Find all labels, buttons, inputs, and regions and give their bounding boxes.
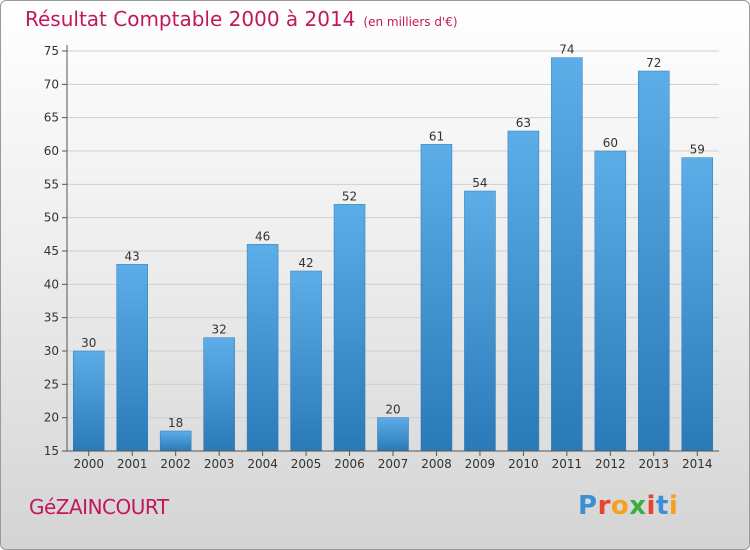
logo-letter: t bbox=[655, 491, 669, 521]
x-tick-label: 2007 bbox=[378, 457, 409, 471]
commune-name: GéZAINCOURT bbox=[29, 495, 169, 519]
x-tick-label: 2011 bbox=[552, 457, 583, 471]
x-tick-label: 2009 bbox=[465, 457, 496, 471]
bar-value-label: 18 bbox=[168, 416, 183, 430]
axes: 15 20 25 30 35 40 45 50 55 60 65 70 75 2000 2001 2002 20… bbox=[44, 44, 719, 471]
bar bbox=[159, 430, 192, 452]
logo-letter: o bbox=[610, 491, 630, 521]
bar bbox=[246, 244, 279, 452]
bar bbox=[420, 144, 453, 452]
bar bbox=[638, 70, 670, 452]
y-tick-label: 25 bbox=[44, 377, 59, 391]
x-tick-label: 2005 bbox=[291, 457, 322, 471]
bar bbox=[203, 337, 235, 452]
bar-value-label: 61 bbox=[429, 129, 444, 143]
bar-value-label: 74 bbox=[559, 43, 574, 57]
logo-letter: i bbox=[668, 491, 679, 521]
bar-value-label: 43 bbox=[125, 249, 140, 263]
y-tick-label: 15 bbox=[44, 444, 59, 458]
logo-letter: r bbox=[597, 491, 611, 521]
x-tick-label: 2006 bbox=[334, 457, 365, 471]
bar-value-label: 32 bbox=[211, 323, 226, 337]
bar bbox=[507, 130, 540, 452]
logo-letter: x bbox=[629, 491, 647, 521]
bar bbox=[464, 190, 496, 452]
bar-value-label: 54 bbox=[472, 176, 487, 190]
chart-title-unit: (en milliers d'€) bbox=[363, 15, 458, 29]
x-tick-label: 2014 bbox=[682, 457, 713, 471]
y-tick-label: 60 bbox=[44, 144, 59, 158]
y-tick-label: 30 bbox=[44, 344, 59, 358]
bar-value-label: 42 bbox=[298, 256, 313, 270]
y-tick-label: 35 bbox=[44, 311, 59, 325]
bar-value-label: 72 bbox=[646, 56, 661, 70]
bar bbox=[594, 150, 627, 452]
bar-value-label: 60 bbox=[603, 136, 618, 150]
bar bbox=[116, 264, 148, 452]
bar bbox=[681, 157, 714, 452]
bar bbox=[377, 417, 409, 452]
bar bbox=[72, 350, 105, 452]
x-tick-label: 2003 bbox=[204, 457, 235, 471]
bars: 30 43 18 32 46 42 52 20 61 54 63 74 60 72 59 bbox=[72, 43, 714, 452]
y-tick-label: 55 bbox=[44, 177, 59, 191]
logo-letter: i bbox=[646, 491, 656, 521]
chart-title-main: Résultat Comptable 2000 à 2014 bbox=[25, 7, 356, 31]
bar-value-label: 46 bbox=[255, 229, 270, 243]
y-tick-label: 75 bbox=[44, 44, 59, 58]
y-tick-label: 70 bbox=[44, 77, 59, 91]
bar bbox=[551, 57, 583, 452]
proxiti-logo[interactable]: Proxiti bbox=[578, 491, 678, 521]
bar-value-label: 59 bbox=[690, 143, 705, 157]
y-tick-label: 65 bbox=[44, 111, 59, 125]
x-tick-label: 2013 bbox=[639, 457, 670, 471]
x-tick-label: 2012 bbox=[595, 457, 626, 471]
chart-title: Résultat Comptable 2000 à 2014 (en millie… bbox=[25, 7, 458, 31]
bar bbox=[333, 204, 366, 452]
x-tick-label: 2002 bbox=[160, 457, 191, 471]
x-tick-label: 2004 bbox=[247, 457, 278, 471]
x-tick-label: 2008 bbox=[421, 457, 452, 471]
y-tick-label: 20 bbox=[44, 411, 59, 425]
y-tick-label: 45 bbox=[44, 244, 59, 258]
bar-value-label: 63 bbox=[516, 116, 531, 130]
bar-value-label: 52 bbox=[342, 189, 357, 203]
bar-value-label: 30 bbox=[81, 336, 96, 350]
y-tick-label: 40 bbox=[44, 277, 59, 291]
x-tick-label: 2000 bbox=[73, 457, 104, 471]
y-tick-label: 50 bbox=[44, 211, 59, 225]
x-tick-label: 2010 bbox=[508, 457, 539, 471]
logo-letter: P bbox=[578, 491, 598, 521]
bar-value-label: 20 bbox=[385, 403, 400, 417]
x-tick-label: 2001 bbox=[117, 457, 148, 471]
bar bbox=[290, 270, 322, 452]
